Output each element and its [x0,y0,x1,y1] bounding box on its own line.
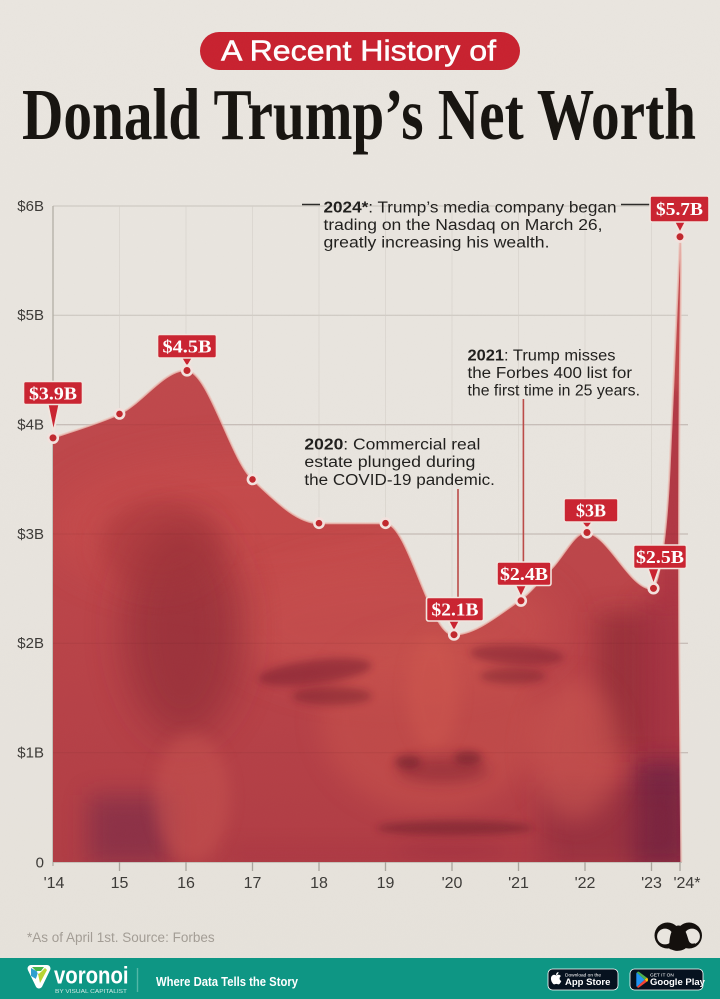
svg-text:Google Play: Google Play [650,977,706,988]
svg-text:Where Data Tells the Story: Where Data Tells the Story [156,975,298,989]
svg-text:GET IT ON: GET IT ON [650,972,674,978]
svg-text:voronoi: voronoi [54,963,129,990]
svg-text:App Store: App Store [565,977,610,988]
svg-text:Download on the: Download on the [565,972,601,978]
svg-text:BY VISUAL CAPITALIST: BY VISUAL CAPITALIST [55,989,128,995]
